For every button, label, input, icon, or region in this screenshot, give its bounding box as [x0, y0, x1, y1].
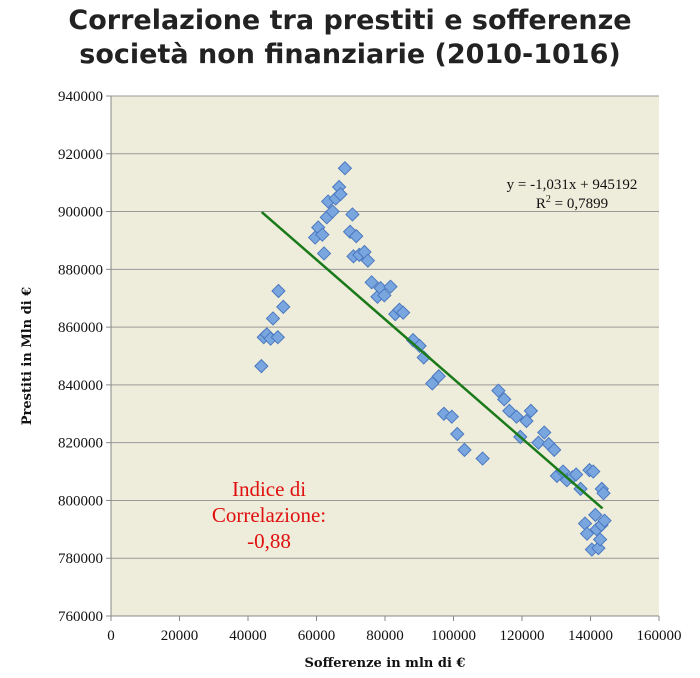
data-point	[345, 207, 360, 222]
data-point	[509, 409, 524, 424]
y-tick-label: 920000	[58, 147, 103, 163]
data-point	[349, 228, 364, 244]
chart-title: Correlazione tra prestiti e sofferenze s…	[0, 4, 700, 72]
y-tick-label: 820000	[58, 436, 103, 452]
data-point	[316, 246, 332, 261]
correlation-annotation-line-2: Correlazione:	[212, 503, 326, 527]
r-squared-symbol: R	[536, 196, 546, 212]
data-point	[377, 288, 392, 303]
x-tick-label: 100000	[431, 628, 476, 644]
data-point	[496, 392, 512, 407]
data-point	[444, 409, 459, 424]
data-point	[523, 403, 539, 419]
chart-title-line-1: Correlazione tra prestiti e sofferenze	[68, 5, 632, 36]
y-tick-label: 940000	[58, 89, 103, 105]
y-tick-label: 840000	[58, 378, 103, 394]
data-point	[412, 338, 427, 354]
correlation-annotation-line-1: Indice di	[232, 477, 306, 501]
data-point	[383, 279, 398, 294]
y-tick-label: 760000	[58, 609, 103, 625]
data-point	[364, 275, 379, 290]
x-axis-label: Sofferenze in mln di €	[305, 656, 466, 671]
data-point	[254, 358, 269, 374]
data-point	[395, 305, 411, 320]
data-point	[588, 507, 603, 523]
data-point	[265, 311, 281, 326]
data-point	[597, 513, 612, 528]
data-point	[537, 425, 552, 440]
data-point	[592, 532, 608, 547]
y-axis-label: Prestiti in Mln di €	[20, 287, 35, 425]
data-point	[325, 204, 340, 219]
x-tick-label: 60000	[298, 628, 336, 644]
data-point	[568, 467, 584, 482]
data-point	[315, 227, 330, 242]
x-tick-labels: 0 20000 40000 60000 80000 100000 120000 140000 1…	[107, 616, 682, 644]
y-tick-label: 860000	[58, 320, 103, 336]
data-point	[491, 383, 506, 398]
r-squared-value: = 0,7899	[551, 196, 608, 212]
data-point	[475, 451, 490, 466]
r-squared-label: R2 = 0,7899	[536, 194, 608, 212]
data-point	[579, 526, 595, 541]
x-tick-label: 80000	[366, 628, 404, 644]
data-point	[425, 376, 440, 391]
data-point	[271, 283, 286, 299]
data-point	[531, 435, 546, 450]
x-tick-label: 40000	[229, 628, 267, 644]
x-tick-label: 120000	[500, 628, 545, 644]
x-tick-label: 0	[107, 628, 115, 644]
data-point	[596, 486, 611, 501]
y-tick-label: 880000	[58, 262, 103, 278]
trendline-equation: y = -1,031x + 945192	[507, 177, 638, 193]
data-point	[360, 253, 376, 268]
data-point	[431, 369, 446, 384]
data-point	[276, 299, 291, 315]
data-point	[457, 442, 472, 458]
plot-area	[111, 96, 659, 616]
x-tick-label: 20000	[161, 628, 199, 644]
data-point	[546, 442, 562, 458]
y-tick-label: 800000	[58, 493, 103, 509]
data-point	[333, 187, 348, 202]
x-tick-label: 160000	[637, 628, 682, 644]
x-tick-label: 140000	[568, 628, 613, 644]
data-point	[337, 161, 353, 176]
gridlines	[111, 95, 659, 559]
r-squared-superscript: 2	[546, 194, 551, 205]
correlation-annotation-line-3: -0,88	[247, 529, 291, 553]
data-point	[519, 413, 534, 429]
data-point	[586, 464, 601, 479]
data-points	[254, 161, 612, 557]
data-point	[450, 426, 465, 442]
trendline	[260, 211, 604, 510]
y-tick-label: 780000	[58, 551, 103, 567]
chart-title-line-2: società non finanziarie (2010-1016)	[79, 39, 621, 70]
y-tick-label: 900000	[58, 205, 103, 221]
y-tick-labels: 760000 780000 800000 820000 840000 860000 8800…	[58, 89, 111, 625]
data-point	[270, 330, 286, 345]
